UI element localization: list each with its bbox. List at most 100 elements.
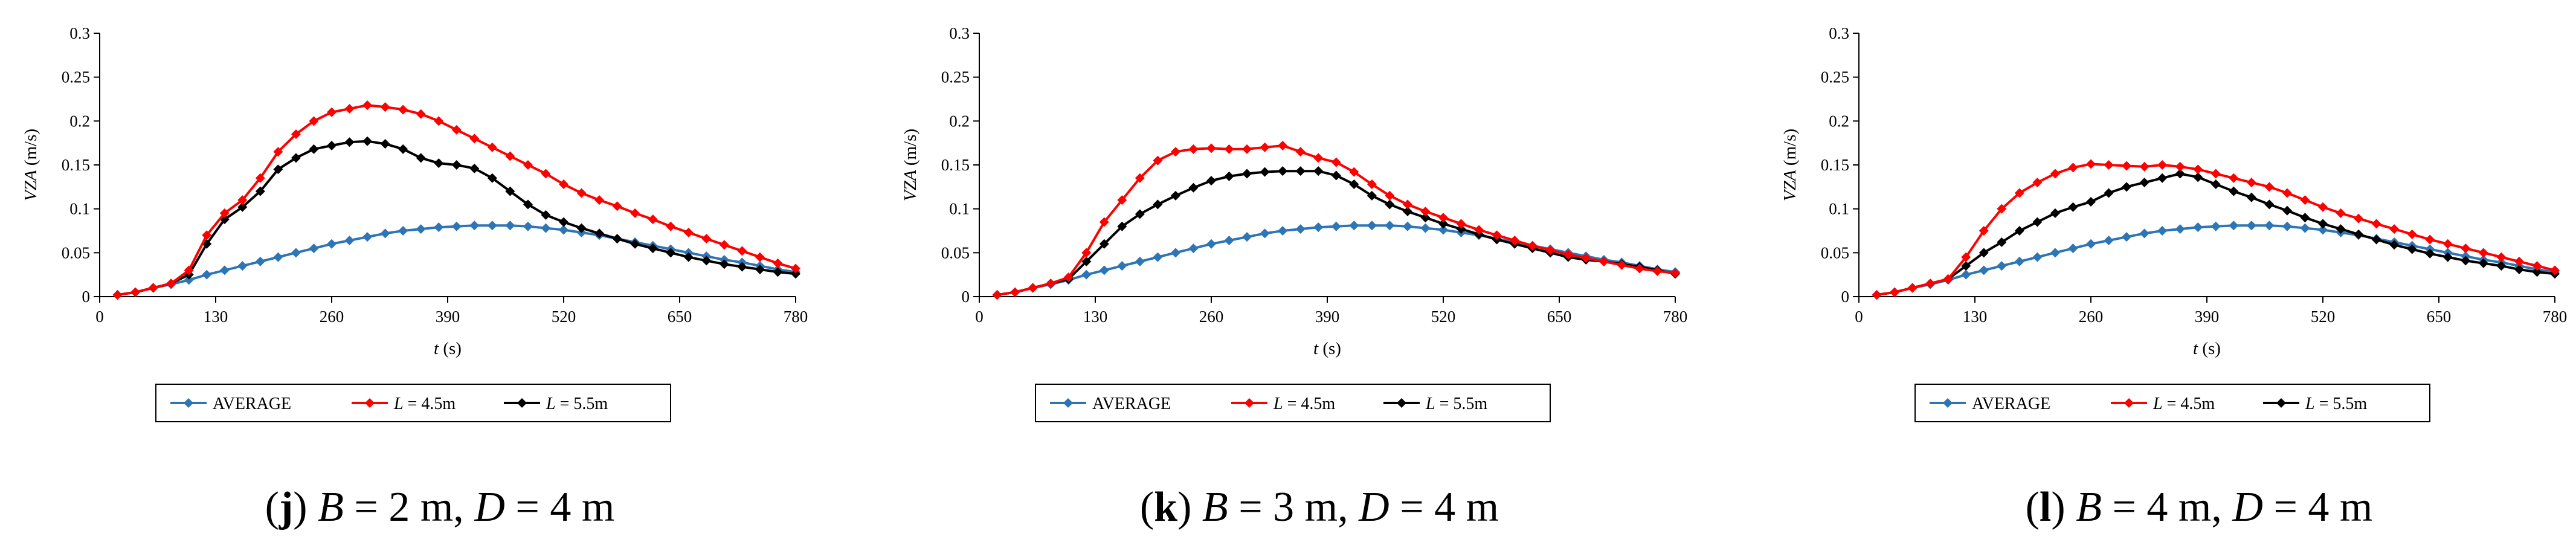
data-point [1438,213,1448,223]
data-point [1385,199,1395,210]
data-point [380,228,390,239]
data-point [2050,208,2060,218]
data-point [505,186,515,196]
data-point [1010,287,1020,297]
data-point [612,201,622,211]
data-point [648,214,658,225]
data-point [2532,267,2542,277]
panel-letter: k [1154,484,1177,530]
data-point [327,107,336,117]
caption-b-label: B [1202,484,1228,530]
data-point [2175,224,2185,234]
panel-caption: (l) B = 4 m, D = 4 m [2026,484,2373,530]
data-point [1402,207,1412,217]
data-point [2496,252,2507,262]
data-point [1224,171,1234,181]
data-point [1420,223,1431,233]
y-axis-unit: (m/s) [21,129,40,166]
data-point [1599,256,1609,266]
data-point [2193,222,2203,233]
data-point [362,136,373,146]
legend-label: AVERAGE [213,395,291,413]
data-point [1581,253,1591,263]
x-axis-unit: (s) [443,339,462,358]
data-point [2139,161,2149,172]
data-point [2300,195,2310,205]
x-tick-label: 260 [2079,308,2104,326]
y-axis-title: VZA (m/s) [21,129,40,201]
data-point [2032,178,2043,188]
data-point [1046,279,1056,289]
data-point [1385,190,1395,201]
x-tick-label: 780 [1663,308,1688,326]
data-point [1313,222,1324,233]
data-point [416,109,426,119]
data-point [1313,153,1324,163]
data-point [1028,283,1038,293]
data-point [755,252,765,262]
y-tick-label: 0.2 [69,112,90,130]
y-axis-variable: VZA [901,170,920,201]
chart-panel-l: 0 0.05 0.1 0.15 0.2 0.25 0.3 0 130 260 390 520 650 78… [1780,24,2567,530]
data-point [2282,205,2292,216]
data-point [2371,219,2381,229]
data-point [1997,261,2007,271]
x-tick-label: 650 [668,308,692,326]
data-point [1153,252,1163,262]
data-point [291,129,301,140]
y-tick-label: 0.3 [69,24,90,42]
data-point [434,222,444,233]
data-point [273,252,283,262]
data-point [1242,169,1252,179]
x-tick-label: 780 [784,308,808,326]
data-point [1474,225,1484,235]
caption-d-label: D [1358,484,1389,530]
data-point [202,230,212,240]
y-tick-label: 0 [962,288,970,306]
data-point [237,202,248,212]
data-point [434,158,444,169]
data-point [469,163,480,173]
legend-label: = 5.5m [1435,395,1488,413]
data-point [1979,248,1989,258]
data-point [2032,252,2043,262]
data-point [1617,260,1627,270]
data-point [237,195,248,205]
data-point [2246,192,2256,202]
data-point [1135,209,1145,219]
data-point [309,144,319,154]
data-point [380,139,390,149]
data-point [1295,224,1306,234]
y-tick-label: 0.3 [949,24,970,42]
series-1 [992,141,1680,300]
legend-entry: L = 4.5m [393,395,456,413]
data-point [1979,265,1989,275]
data-point [2461,256,2471,266]
chart-panel-j: 0 0.05 0.1 0.15 0.2 0.25 0.3 0 130 260 390 520 650 78… [21,24,808,530]
data-point [2282,188,2292,198]
caption-b-label: B [2076,484,2102,530]
data-point [166,279,176,289]
data-point [184,275,194,285]
data-point [344,137,355,147]
legend-box [155,384,671,422]
data-point [1907,283,1918,293]
data-point [2122,182,2132,192]
data-point [612,234,622,244]
y-tick-label: 0.25 [941,68,970,86]
data-point [683,227,694,237]
data-point [1188,243,1199,254]
caption-d-value: = 4 m [2263,484,2372,530]
data-point [1349,167,1359,177]
legend-box [1035,384,1551,422]
data-point [1117,221,1127,231]
data-point [1081,248,1092,258]
data-point [1420,207,1431,217]
y-tick-label: 0.15 [941,156,970,174]
data-point [2264,199,2275,210]
x-tick-label: 520 [552,308,576,326]
data-point [630,208,640,218]
data-point [648,243,658,254]
data-point [2389,224,2400,234]
legend-label: = 5.5m [556,395,608,413]
